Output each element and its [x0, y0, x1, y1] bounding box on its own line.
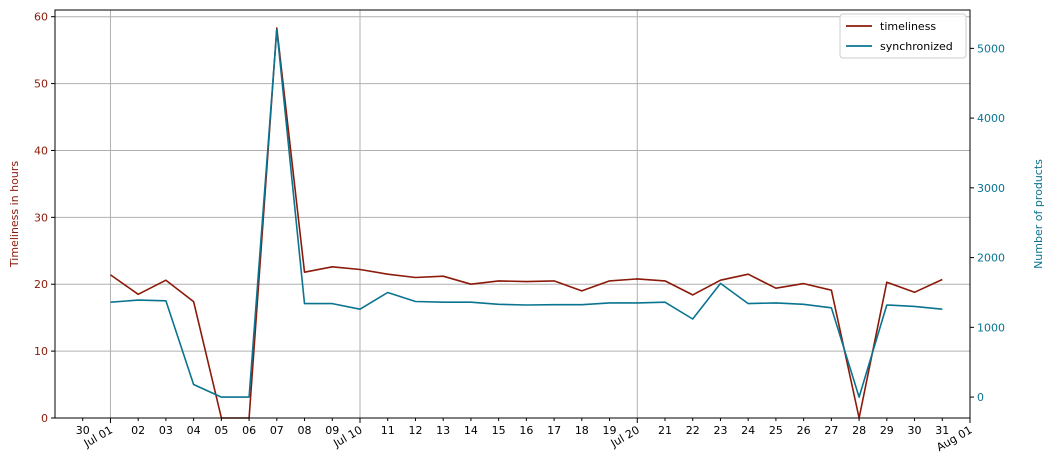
x-tick-label: 21	[658, 424, 672, 437]
legend-label: timeliness	[880, 20, 936, 33]
x-tick-label: 11	[381, 424, 395, 437]
right-y-axis-label: Number of products	[1032, 159, 1045, 269]
x-tick-label: 08	[298, 424, 312, 437]
x-tick-label: 26	[797, 424, 811, 437]
series-lines	[110, 27, 943, 419]
x-tick-label: 28	[852, 424, 866, 437]
right-tick-label: 1000	[977, 321, 1005, 334]
left-tick-label: 40	[34, 144, 48, 157]
x-tick-label: 18	[575, 424, 589, 437]
left-y-axis: 0 10 20 30 40 50 60	[34, 11, 55, 425]
right-tick-label: 4000	[977, 112, 1005, 125]
legend-label: synchronized	[880, 40, 953, 53]
x-tick-label: 30	[76, 424, 90, 437]
left-tick-label: 60	[34, 11, 48, 24]
x-tick-label: 17	[547, 424, 561, 437]
x-tick-label: 13	[436, 424, 450, 437]
x-tick-label: 25	[769, 424, 783, 437]
plot-frame	[54, 9, 971, 419]
x-tick-label: 05	[214, 424, 228, 437]
x-tick-label: 07	[270, 424, 284, 437]
legend-box	[839, 13, 967, 59]
x-tick-label: 29	[880, 424, 894, 437]
x-tick-label: 09	[325, 424, 339, 437]
x-tick-label: 14	[464, 424, 478, 437]
x-tick-label: 16	[519, 424, 533, 437]
x-tick-label: 31	[935, 424, 949, 437]
x-tick-label: 03	[159, 424, 173, 437]
left-tick-label: 30	[34, 211, 48, 224]
gridlines	[55, 10, 971, 419]
right-y-axis: 0 1000 2000 3000 4000 5000	[970, 42, 1005, 404]
left-y-axis-label: Timeliness in hours	[8, 161, 21, 268]
x-tick-label: 06	[242, 424, 256, 437]
left-tick-label: 0	[41, 412, 48, 425]
right-tick-label: 3000	[977, 182, 1005, 195]
x-tick-label: 27	[824, 424, 838, 437]
series-line-timeliness	[110, 27, 943, 419]
right-tick-label: 0	[977, 391, 984, 404]
x-tick-label: 24	[741, 424, 755, 437]
x-tick-label: 23	[713, 424, 727, 437]
left-tick-label: 10	[34, 345, 48, 358]
right-tick-label: 2000	[977, 252, 1005, 265]
left-tick-label: 20	[34, 278, 48, 291]
x-tick-label: 12	[408, 424, 422, 437]
legend: timeliness synchronized	[839, 13, 967, 59]
x-tick-label: 19	[603, 424, 617, 437]
x-tick-label: 15	[492, 424, 506, 437]
series-line-synchronized	[110, 28, 943, 398]
x-tick-label: 04	[187, 424, 201, 437]
x-tick-label: 22	[686, 424, 700, 437]
left-tick-label: 50	[34, 78, 48, 91]
right-tick-label: 5000	[977, 42, 1005, 55]
x-tick-label: 30	[908, 424, 922, 437]
x-tick-label: 02	[131, 424, 145, 437]
